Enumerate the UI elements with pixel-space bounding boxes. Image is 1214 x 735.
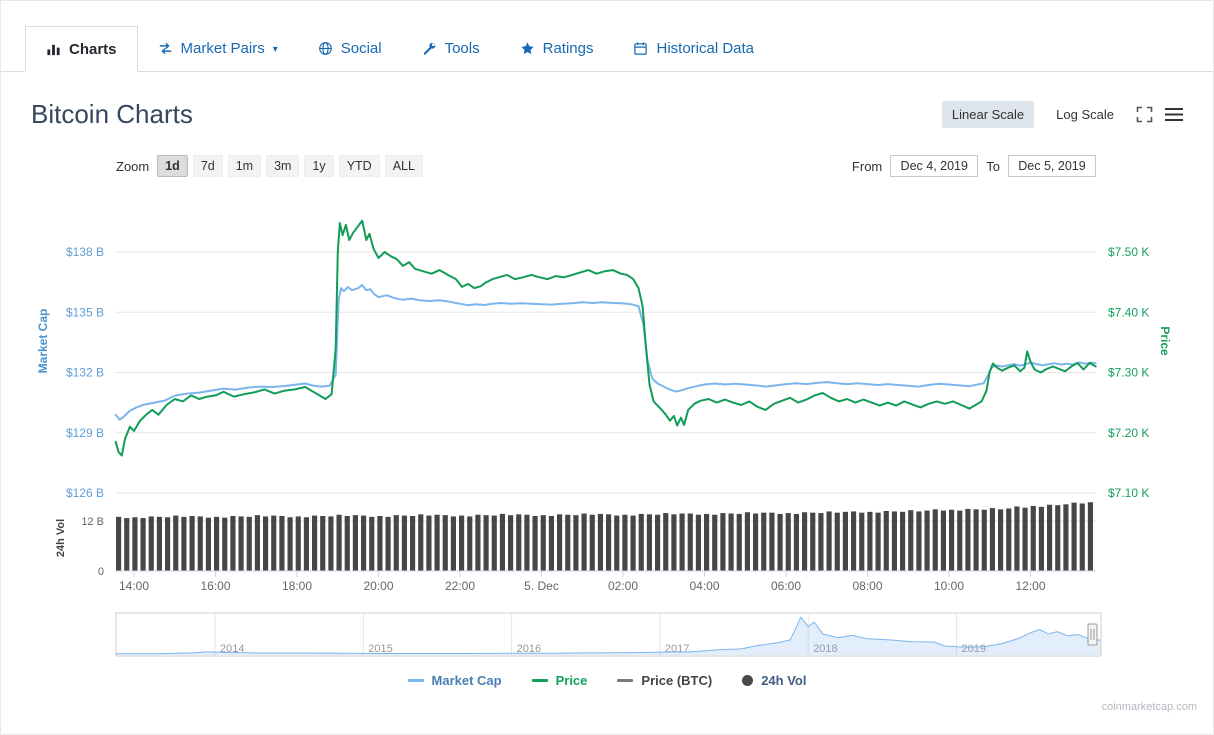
legend-label: Price [555, 673, 588, 688]
svg-text:18:00: 18:00 [282, 579, 312, 593]
tab-label: Historical Data [656, 39, 755, 57]
navigator-handle[interactable] [1087, 623, 1098, 646]
linear-scale-button[interactable]: Linear Scale [941, 101, 1035, 128]
svg-text:$129 B: $129 B [66, 426, 104, 440]
zoom-1m-button[interactable]: 1m [227, 155, 262, 177]
log-scale-button[interactable]: Log Scale [1056, 107, 1114, 122]
to-label: To [986, 158, 1000, 174]
price-line [114, 219, 1097, 457]
svg-text:12:00: 12:00 [1015, 579, 1045, 593]
tab-charts[interactable]: Charts [25, 26, 138, 72]
gridlines [116, 251, 1096, 522]
svg-text:$7.10 K: $7.10 K [1108, 486, 1149, 500]
tab-historical-data[interactable]: Historical Data [613, 25, 774, 71]
zoom-3m-button[interactable]: 3m [266, 155, 300, 177]
legend-item-price[interactable]: Price [531, 673, 588, 688]
tab-label: Ratings [542, 39, 594, 57]
tab-market-pairs[interactable]: Market Pairs ▾ [138, 25, 298, 71]
zoom-7d-button[interactable]: 7d [192, 155, 223, 177]
svg-text:$7.30 K: $7.30 K [1108, 366, 1149, 380]
zoom-1y-button[interactable]: 1y [304, 155, 334, 177]
zoom-buttons: 1d 7d 1m 3m 1y YTD ALL [157, 155, 423, 177]
watermark: coinmarketcap.com [1101, 701, 1197, 713]
svg-text:12 B: 12 B [81, 516, 104, 528]
legend-line-marker [407, 679, 424, 682]
svg-text:20:00: 20:00 [363, 579, 393, 593]
tab-label: Social [340, 39, 382, 57]
svg-text:04:00: 04:00 [689, 579, 719, 593]
legend-label: Price (BTC) [641, 673, 713, 688]
legend-item-market-cap[interactable]: Market Cap [407, 673, 502, 688]
tab-label: Tools [444, 39, 480, 57]
chart-legend: Market Cap Price Price (BTC) 24h Vol [1, 673, 1213, 688]
svg-text:02:00: 02:00 [608, 579, 638, 593]
bar-chart-icon [46, 42, 61, 57]
tab-ratings[interactable]: Ratings [500, 25, 614, 71]
zoom-all-button[interactable]: ALL [384, 155, 423, 177]
svg-text:$7.50 K: $7.50 K [1108, 245, 1149, 259]
volume-axis-title: 24h Vol [55, 518, 67, 558]
svg-text:0: 0 [98, 566, 104, 578]
zoom-ytd-button[interactable]: YTD [338, 155, 380, 177]
svg-text:2018: 2018 [813, 643, 837, 655]
calendar-icon [633, 41, 648, 56]
globe-icon [318, 41, 333, 56]
tab-label: Market Pairs [180, 39, 265, 57]
legend-label: 24h Vol [761, 673, 807, 688]
market-cap-line [114, 284, 1097, 421]
fullscreen-icon[interactable] [1136, 106, 1153, 123]
legend-line-marker [617, 679, 634, 682]
svg-text:$132 B: $132 B [66, 366, 104, 380]
svg-text:5. Dec: 5. Dec [524, 579, 559, 593]
bitcoin-chart[interactable]: $138 B $135 B $132 B $129 B $126 B $7.50 K $7.… [1, 191, 1214, 666]
zoom-label: Zoom [116, 158, 150, 174]
zoom-1d-button[interactable]: 1d [157, 155, 188, 177]
price-axis-title: Price [1158, 326, 1172, 356]
zoom-group: Zoom 1d 7d 1m 3m 1y YTD ALL [116, 155, 423, 177]
from-label: From [851, 158, 883, 174]
chart-header: Bitcoin Charts Linear Scale Log Scale [1, 72, 1213, 130]
chevron-down-icon: ▾ [272, 43, 278, 55]
svg-text:08:00: 08:00 [852, 579, 882, 593]
page-title: Bitcoin Charts [31, 99, 193, 129]
tab-label: Charts [69, 40, 117, 58]
svg-text:16:00: 16:00 [200, 579, 230, 593]
svg-text:$135 B: $135 B [66, 305, 104, 319]
axes: $138 B $135 B $132 B $129 B $126 B $7.50 K $7.… [66, 245, 1149, 593]
legend-line-marker [531, 679, 548, 682]
chart-controls: Linear Scale Log Scale [941, 101, 1183, 128]
to-date-input[interactable] [1008, 155, 1096, 177]
svg-text:2019: 2019 [962, 643, 986, 655]
volume-bars [116, 502, 1093, 571]
svg-text:2016: 2016 [517, 643, 541, 655]
svg-text:06:00: 06:00 [771, 579, 801, 593]
chart-menu-icon[interactable] [1165, 108, 1183, 121]
navigator[interactable]: 201420152016201720182019 [115, 612, 1102, 657]
legend-circle-marker [742, 675, 754, 686]
svg-text:2015: 2015 [368, 643, 392, 655]
section-tabs: Charts Market Pairs ▾ Social Tools Ratings His… [1, 1, 1213, 72]
exchange-icon [158, 41, 173, 56]
svg-text:10:00: 10:00 [934, 579, 964, 593]
date-range-group: From To [852, 155, 1096, 177]
wrench-icon [422, 41, 437, 56]
legend-label: Market Cap [431, 673, 502, 688]
svg-text:$7.20 K: $7.20 K [1108, 426, 1149, 440]
legend-item-24h-vol[interactable]: 24h Vol [742, 673, 806, 688]
navigator-area [115, 617, 1102, 655]
svg-text:$7.40 K: $7.40 K [1108, 305, 1149, 319]
tab-social[interactable]: Social [298, 25, 402, 71]
svg-text:$126 B: $126 B [66, 486, 104, 500]
svg-text:$138 B: $138 B [66, 245, 104, 259]
svg-text:22:00: 22:00 [445, 579, 475, 593]
market-cap-axis-title: Market Cap [36, 308, 50, 374]
from-date-input[interactable] [890, 155, 979, 177]
svg-text:14:00: 14:00 [119, 579, 149, 593]
price-series[interactable] [114, 219, 1097, 457]
tab-tools[interactable]: Tools [402, 25, 500, 71]
star-icon [520, 41, 535, 56]
legend-item-price-btc[interactable]: Price (BTC) [617, 673, 712, 688]
